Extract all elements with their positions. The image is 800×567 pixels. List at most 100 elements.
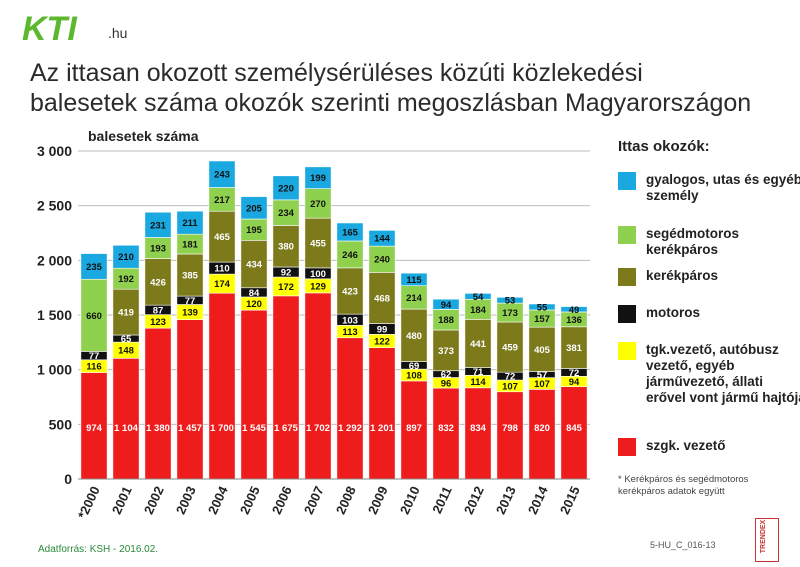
data-label: 148 bbox=[118, 346, 134, 357]
logo-text: KTI bbox=[22, 10, 78, 48]
bar-segment bbox=[272, 295, 300, 480]
data-label: 188 bbox=[438, 315, 454, 326]
data-label: 974 bbox=[86, 423, 103, 434]
bar-segment bbox=[368, 230, 396, 247]
data-label: 99 bbox=[377, 324, 388, 335]
legend-label: kerékpáros bbox=[646, 268, 719, 283]
bar-segment bbox=[336, 222, 364, 242]
x-tick-label: *2000 bbox=[75, 484, 103, 521]
data-label: 426 bbox=[150, 277, 166, 288]
bar-segment bbox=[240, 196, 268, 220]
kti-logo: KTI .hu bbox=[22, 10, 127, 48]
brand-logo: TRENDEX bbox=[755, 518, 779, 562]
y-tick-label: 1 500 bbox=[37, 307, 72, 323]
data-label: 270 bbox=[310, 199, 326, 210]
data-label: 107 bbox=[534, 379, 550, 390]
data-label: 77 bbox=[89, 351, 100, 362]
data-label: 57 bbox=[537, 370, 548, 381]
data-label: 144 bbox=[374, 234, 391, 245]
data-label: 173 bbox=[502, 308, 518, 319]
bar-segment bbox=[400, 380, 428, 480]
data-label: 129 bbox=[310, 281, 326, 292]
data-label: 94 bbox=[441, 300, 452, 311]
data-label: 210 bbox=[118, 252, 134, 263]
data-label: 84 bbox=[249, 288, 260, 299]
data-label: 172 bbox=[278, 282, 294, 293]
x-tick-label: 2003 bbox=[173, 484, 199, 517]
data-label: 1 201 bbox=[370, 423, 394, 434]
legend-swatch bbox=[618, 305, 636, 323]
data-label: 246 bbox=[342, 250, 358, 261]
data-label: 1 457 bbox=[178, 423, 202, 434]
data-label: 220 bbox=[278, 183, 294, 194]
data-label: 385 bbox=[182, 271, 199, 282]
bar-segment bbox=[176, 210, 204, 235]
data-label: 231 bbox=[150, 220, 167, 231]
data-label: 845 bbox=[566, 423, 583, 434]
data-label: 419 bbox=[118, 308, 134, 319]
bar-segment bbox=[304, 188, 332, 219]
x-tick-label: 2009 bbox=[365, 484, 391, 517]
bar-segment bbox=[208, 210, 236, 263]
data-label: 193 bbox=[150, 244, 166, 255]
data-label: 199 bbox=[310, 173, 326, 184]
title-line-2: balesetek száma okozók szerinti megoszlá… bbox=[30, 89, 752, 117]
bar-segment bbox=[240, 309, 268, 480]
legend-title: Ittas okozók: bbox=[618, 138, 710, 155]
data-label: 381 bbox=[566, 343, 583, 354]
bar-segment bbox=[272, 175, 300, 201]
bar-segment bbox=[432, 329, 460, 372]
data-label: 92 bbox=[281, 268, 292, 279]
bar-segment bbox=[432, 298, 460, 310]
data-label: 174 bbox=[214, 279, 231, 290]
bar-segment bbox=[496, 321, 524, 373]
data-label: 235 bbox=[86, 262, 103, 273]
data-label: 77 bbox=[185, 296, 196, 307]
data-label: 1 675 bbox=[274, 423, 298, 434]
legend-swatch bbox=[618, 438, 636, 456]
data-label: 157 bbox=[534, 314, 550, 325]
data-label: 107 bbox=[502, 381, 518, 392]
data-label: 122 bbox=[374, 337, 390, 348]
data-label: 1 380 bbox=[146, 423, 170, 434]
bar-segment bbox=[464, 319, 492, 368]
data-label: 660 bbox=[86, 311, 102, 322]
data-label: 94 bbox=[569, 377, 580, 388]
legend-label: segédmotoros kerékpáros bbox=[646, 226, 740, 257]
bar-segment bbox=[368, 347, 396, 480]
data-label: 120 bbox=[246, 299, 262, 310]
data-label: 441 bbox=[470, 339, 487, 350]
y-tick-label: 3 000 bbox=[37, 143, 72, 159]
data-label: 217 bbox=[214, 195, 230, 206]
bar-segment bbox=[240, 240, 268, 289]
legend-item-motoros: motoros bbox=[618, 305, 800, 323]
data-label: 820 bbox=[534, 423, 550, 434]
bar-segment bbox=[304, 292, 332, 480]
y-tick-label: 0 bbox=[64, 471, 72, 487]
bar-segment bbox=[528, 303, 556, 311]
bar-segment bbox=[272, 199, 300, 226]
data-label: 55 bbox=[537, 302, 548, 313]
footnote: * Kerékpáros és segédmotoros kerékpáros … bbox=[618, 474, 749, 497]
data-label: 234 bbox=[278, 208, 295, 219]
bar-segment bbox=[336, 240, 364, 269]
data-label: 480 bbox=[406, 331, 422, 342]
data-label: 423 bbox=[342, 287, 358, 298]
legend-item-gyalogos: gyalogos, utas és egyéb személy bbox=[618, 172, 800, 204]
bar-segment bbox=[176, 253, 204, 297]
data-label: 373 bbox=[438, 346, 454, 357]
bar-segment bbox=[432, 387, 460, 480]
data-label: 54 bbox=[473, 292, 484, 303]
x-tick-label: 2014 bbox=[525, 483, 551, 516]
data-label: 205 bbox=[246, 203, 263, 214]
data-label: 123 bbox=[150, 317, 166, 328]
bar-segment bbox=[464, 293, 492, 300]
data-label: 165 bbox=[342, 227, 359, 238]
data-label: 72 bbox=[505, 372, 516, 383]
y-tick-label: 500 bbox=[49, 416, 73, 432]
bar-segment bbox=[112, 288, 140, 336]
x-tick-label: 2008 bbox=[333, 484, 359, 517]
data-label: 832 bbox=[438, 423, 454, 434]
x-tick-label: 2002 bbox=[141, 484, 167, 517]
data-label: 49 bbox=[569, 305, 580, 316]
